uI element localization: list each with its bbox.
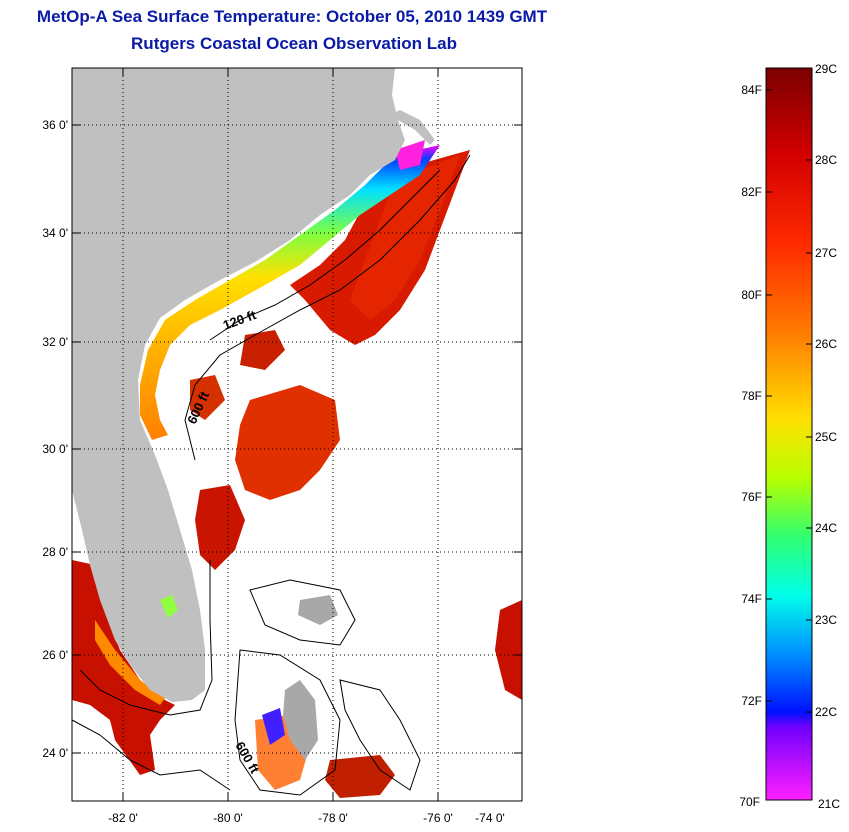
lon-label: -74 0' [475,811,505,825]
celsius-label: 24C [815,521,837,535]
fahrenheit-label: 82F [741,185,762,199]
sst-coastal-band [140,145,440,440]
map-border [71,67,523,802]
map-ticks [72,68,522,801]
sst-patch-pink [395,140,425,170]
lat-label: 26 0' [42,648,68,662]
sst-patch-shelf [240,330,285,370]
fahrenheit-label: 74F [741,592,762,606]
land-andros [283,680,318,760]
map-grid [72,68,522,801]
fahrenheit-scale: 84F 82F 80F 78F 76F 74F 72F 70F [739,83,762,809]
land-us-southeast [72,68,405,702]
contour-gulf-south [72,719,231,791]
lon-label: -78 0' [318,811,348,825]
lat-label: 24 0' [42,746,68,760]
land-lake-okeechobee [160,595,178,618]
map-title: MetOp-A Sea Surface Temperature: October… [36,7,548,26]
sst-patch-bahamas-east [495,600,522,700]
fahrenheit-label: 80F [741,288,762,302]
lat-label: 34 0' [42,226,68,240]
lat-label: 28 0' [42,545,68,559]
lat-label: 36 0' [42,118,68,132]
fahrenheit-label: 84F [741,83,762,97]
celsius-label: 22C [815,705,837,719]
contour-florida-shelf [79,560,213,716]
celsius-label: 26C [815,337,837,351]
lat-label: 32 0' [42,335,68,349]
fahrenheit-label: 70F [739,795,760,809]
lon-label: -80 0' [213,811,243,825]
color-scale-bar [765,67,813,801]
sst-patch-keys-blue [262,708,285,745]
sst-gulf-edge-orange [95,620,165,705]
celsius-label: 23C [815,613,837,627]
lon-label: -82 0' [108,811,138,825]
fahrenheit-label: 72F [741,694,762,708]
sst-patch-south [195,485,245,570]
contour-bahamas-bank [249,579,356,646]
celsius-label: 21C [818,797,840,811]
contour-great-bahama-bank [234,649,341,796]
celsius-label: 25C [815,430,837,444]
lon-label: -76 0' [423,811,453,825]
lat-label: 30 0' [42,442,68,456]
land-outer-banks [380,110,435,145]
sst-patch-inner-shelf [190,375,225,420]
land-grand-bahama [298,595,338,625]
sst-patch-central [235,385,340,500]
map-subtitle: Rutgers Coastal Ocean Observation Lab [131,34,457,53]
colorbar-ticks [766,89,812,713]
celsius-scale: 29C 28C 27C 26C 25C 24C 23C 22C 21C [815,62,840,811]
celsius-label: 29C [815,62,837,76]
contour-120ft [209,169,441,341]
contour-bahamas-east [339,679,421,791]
fahrenheit-label: 78F [741,389,762,403]
celsius-label: 28C [815,153,837,167]
celsius-label: 27C [815,246,837,260]
sst-gulf-stream-core [350,155,460,320]
fahrenheit-label: 76F [741,490,762,504]
contour-600ft [184,154,471,461]
